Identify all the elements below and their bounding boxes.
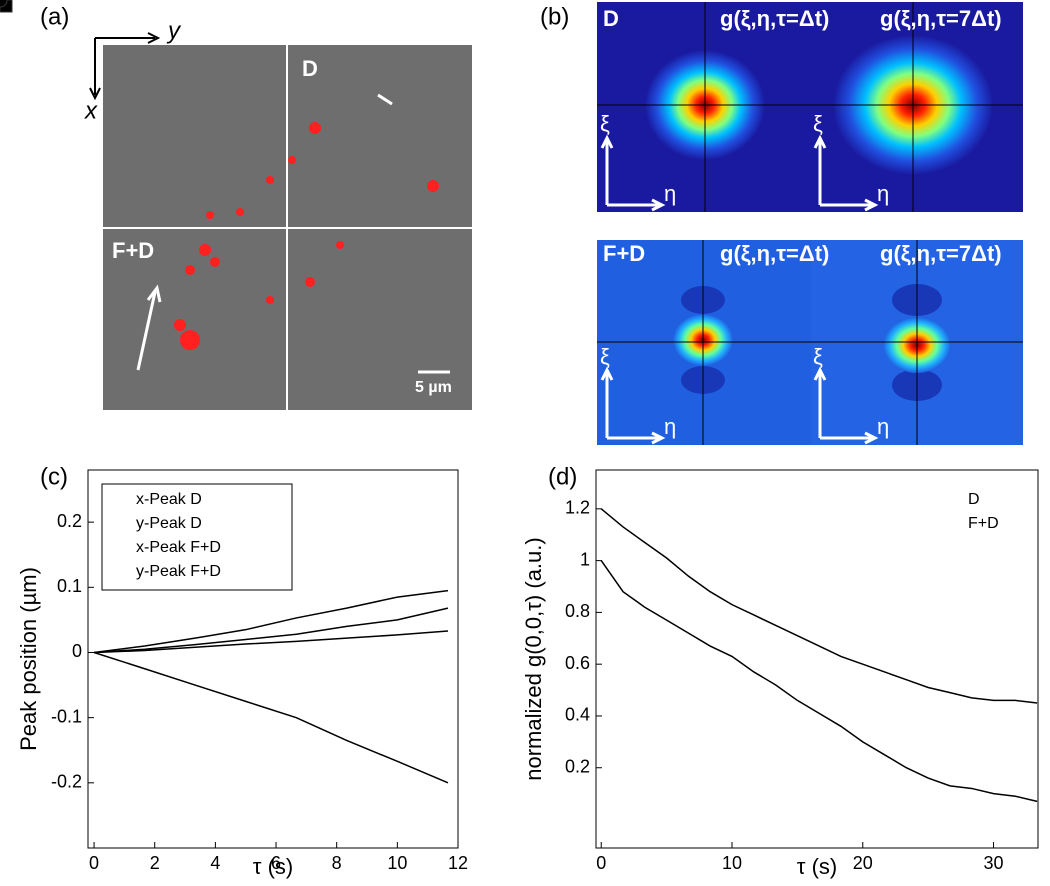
plot-area [87,469,459,849]
x-tick-label: 2 [150,853,160,873]
fit-line [94,607,449,654]
fit-line [93,651,449,784]
eta: η [877,181,889,206]
x-tick-label: 20 [853,853,873,873]
y-tick-label: 0.8 [565,601,590,621]
region-label: D [302,56,318,81]
axis-y: y [166,17,182,44]
legend-label: y-Peak F+D [136,563,221,580]
legend-label: D [968,491,980,508]
y-tick-label: -0.2 [51,772,82,792]
x-tick-label: 0 [89,853,99,873]
scale-label: 5 µm [415,379,452,396]
legend-label: F+D [968,515,999,532]
legend-label: x-Peak D [136,491,202,508]
y-tick-label: 1.2 [565,498,590,518]
fit-line [94,630,449,654]
panel-label: (a) [40,3,69,30]
arrow [136,93,393,371]
axis-x: x [84,97,98,124]
y-tick-label: 0.2 [565,756,590,776]
map-title: g(ξ,η,τ=7Δt) [880,241,1002,266]
map-title: g(ξ,η,τ=7Δt) [880,6,1002,31]
y-tick-label: 0.2 [57,511,82,531]
plot-area [595,469,1039,849]
fit-line [600,508,1038,704]
y-tick-label: 0.6 [565,653,590,673]
x-tick-label: 0 [596,853,606,873]
legend-box [101,483,293,591]
region-label: F+D [112,238,154,263]
panel-label: (b) [540,3,569,30]
panel-label: (c) [40,463,68,490]
x-axis-label: τ (s) [253,854,293,879]
eta: η [877,414,889,439]
row-label: D [603,6,619,31]
eta: η [664,181,676,206]
eta: η [664,414,676,439]
y-tick-label: -0.1 [51,706,82,726]
y-tick-label: 0.4 [565,705,590,725]
x-tick-label: 10 [387,853,407,873]
y-axis-label: Peak position (µm) [16,567,41,751]
x-tick-label: 6 [271,853,281,873]
legend-marker [0,0,8,8]
legend-label: x-Peak F+D [136,539,221,556]
map-axes: ξ η ξ η ξ η ξ η [600,111,889,439]
y-tick-label: 0.1 [57,576,82,596]
heatmaps [597,2,1023,445]
x-tick-label: 4 [210,853,220,873]
fit-line [93,589,449,654]
x-tick-label: 10 [722,853,742,873]
axes-arrows [89,32,161,101]
xi: ξ [813,344,823,369]
map-title: g(ξ,η,τ=Δt) [720,6,829,31]
xi: ξ [813,111,823,136]
x-axis-label: τ (s) [797,854,837,879]
x-tick-label: 12 [448,853,468,873]
particles [174,122,439,350]
row-label: F+D [603,241,645,266]
map-title: g(ξ,η,τ=Δt) [720,241,829,266]
x-tick-label: 8 [332,853,342,873]
xi: ξ [600,344,610,369]
y-axis-label: normalized g(0,0,τ) (a.u.) [521,537,546,780]
xi: ξ [600,111,610,136]
legend-label: y-Peak D [136,515,202,532]
fit-line [600,560,1038,803]
y-tick-label: 1 [580,549,590,569]
x-tick-label: 30 [984,853,1004,873]
panel-label: (d) [548,463,577,490]
y-tick-label: 0 [72,641,82,661]
